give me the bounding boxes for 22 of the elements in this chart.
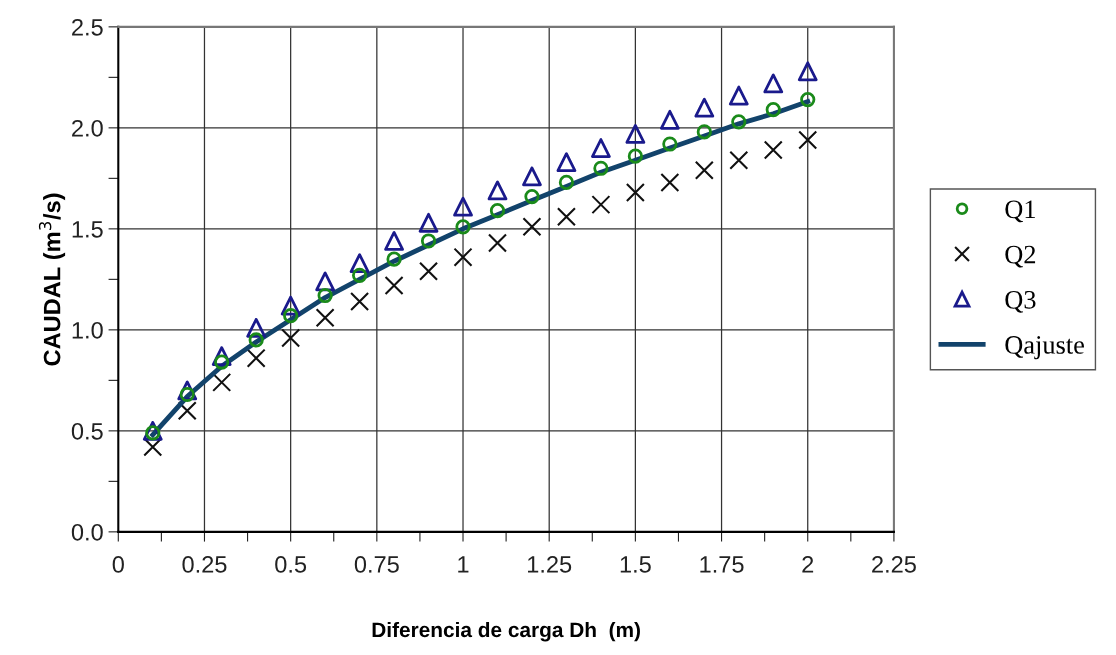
- x-tick-label: 1: [458, 556, 469, 573]
- x-tick-label: 2.25: [872, 556, 916, 573]
- y-tick-label: 2.0: [72, 119, 103, 137]
- x-tick-label: 0.25: [182, 556, 227, 573]
- legend-label: Q3: [1005, 290, 1036, 313]
- x-tick-label: 0.5: [275, 556, 307, 573]
- x-tick-label: 2: [802, 556, 814, 573]
- y-tick-label: 2.5: [72, 18, 103, 36]
- y-axis-title: CAUDAL (m$^{3}$/s): [38, 193, 66, 366]
- x-tick-label: 1.75: [700, 556, 744, 573]
- y-tick-label: 0.5: [71, 422, 103, 440]
- x-tick-label: 0.75: [354, 556, 399, 573]
- x-tick-label: 1.25: [528, 556, 572, 573]
- x-axis-title: Diferencia de carga Dh (m): [372, 621, 640, 642]
- legend-label: Q2: [1005, 245, 1036, 268]
- x-tick-label: 0: [112, 556, 124, 573]
- x-tick-label: 1.5: [620, 556, 651, 573]
- y-tick-label: 1.0: [72, 321, 103, 339]
- y-tick-label: 0.0: [71, 523, 103, 541]
- y-tick-label: 1.5: [72, 221, 103, 238]
- legend-label: Qajuste: [1005, 336, 1084, 360]
- legend-label: Q1: [1005, 200, 1035, 223]
